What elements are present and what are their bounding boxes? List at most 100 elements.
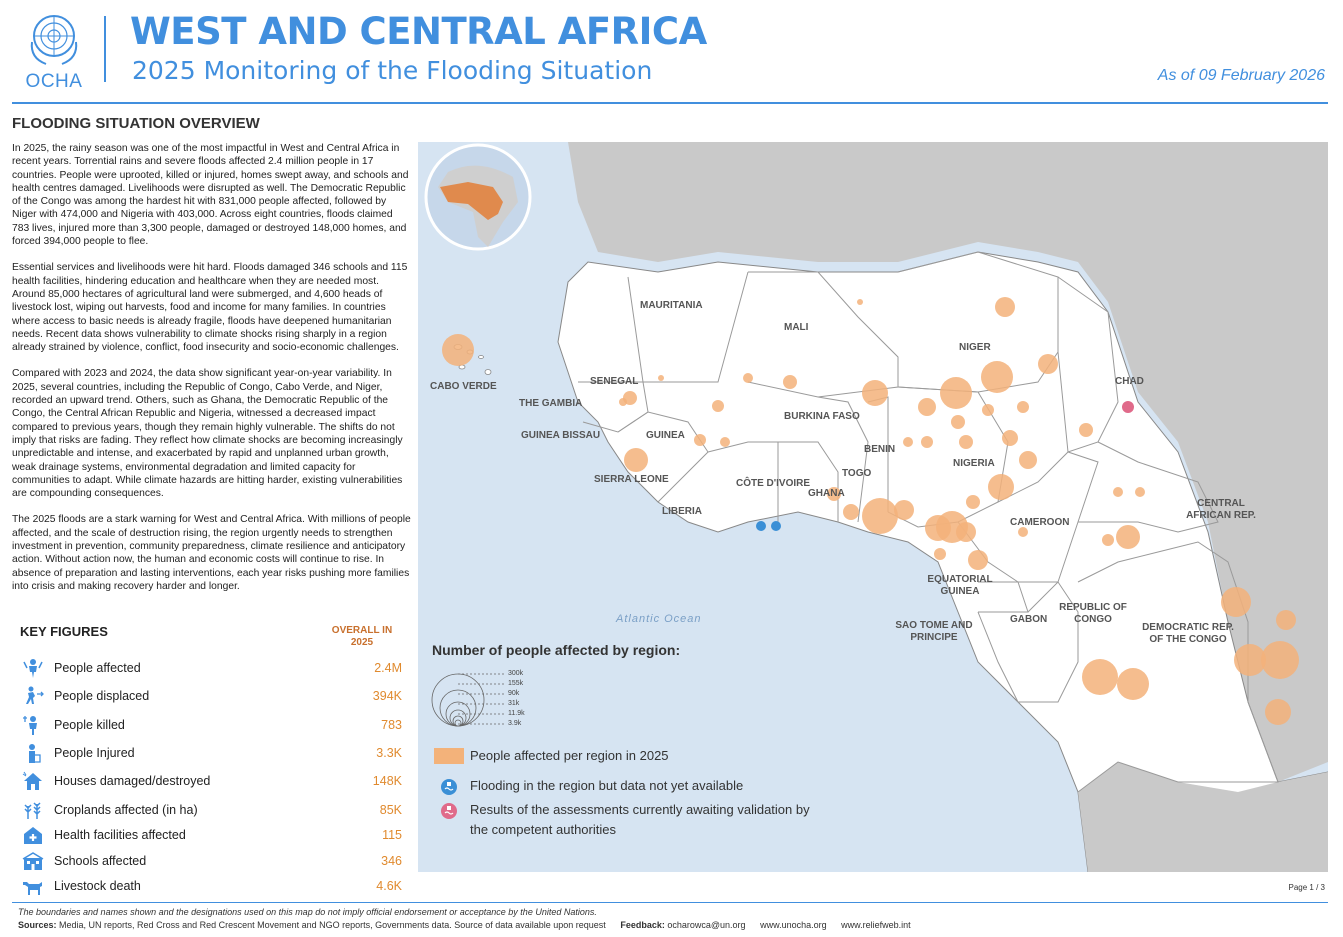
affected-bubble[interactable] [894, 500, 914, 520]
country-label: THE GAMBIA [519, 398, 583, 409]
affected-bubble[interactable] [966, 495, 980, 509]
country-label: GUINEA [646, 430, 685, 441]
affected-bubble[interactable] [995, 297, 1015, 317]
legend-label: Flooding in the region but data not yet … [470, 778, 744, 793]
affected-bubble[interactable] [921, 436, 933, 448]
affected-bubble[interactable] [1135, 487, 1145, 497]
affected-bubble[interactable] [442, 334, 474, 366]
feedback-email-link[interactable]: ocharowca@un.org [667, 920, 746, 930]
affected-bubble[interactable] [1116, 525, 1140, 549]
reliefweb-link[interactable]: www.reliefweb.int [841, 920, 911, 930]
size-legend-value: 3.9k [508, 720, 522, 727]
affected-bubble[interactable] [1017, 401, 1029, 413]
feedback-label: Feedback: [620, 920, 665, 930]
key-figure-label: People displaced [54, 689, 150, 703]
overview-paragraph: Compared with 2023 and 2024, the data sh… [12, 368, 403, 500]
affected-bubble[interactable] [1082, 659, 1118, 695]
sources-label: Sources: [18, 920, 57, 930]
affected-bubble[interactable] [694, 434, 706, 446]
ocean-label: Atlantic Ocean [616, 613, 702, 625]
bubble-swatch [434, 748, 464, 764]
affected-bubble[interactable] [1117, 668, 1149, 700]
affected-bubble[interactable] [827, 487, 841, 501]
affected-bubble[interactable] [843, 504, 859, 520]
affected-bubble[interactable] [624, 448, 648, 472]
size-legend-value: 31k [508, 700, 520, 707]
key-figure-value: 4.6K [376, 879, 402, 893]
affected-bubble[interactable] [940, 377, 972, 409]
affected-bubble[interactable] [1018, 527, 1028, 537]
affected-bubble[interactable] [982, 404, 994, 416]
key-figure-value: 783 [381, 718, 402, 732]
key-figure-value: 148K [372, 774, 402, 788]
unocha-link[interactable]: www.unocha.org [760, 920, 827, 930]
affected-bubble[interactable] [1265, 699, 1291, 725]
affected-bubble[interactable] [658, 375, 664, 381]
key-figure-value: 394K [372, 689, 402, 703]
affected-bubble[interactable] [1221, 587, 1251, 617]
sources-line: Sources: Media, UN reports, Red Cross an… [18, 920, 923, 930]
affected-bubble[interactable] [903, 437, 913, 447]
footer-rule [12, 902, 1328, 903]
affected-bubble[interactable] [1276, 610, 1296, 630]
affected-bubble[interactable] [1113, 487, 1123, 497]
affected-bubble[interactable] [619, 398, 627, 406]
disclaimer: The boundaries and names shown and the d… [18, 907, 597, 917]
affected-bubble[interactable] [712, 400, 724, 412]
affected-bubble[interactable] [918, 398, 936, 416]
affected-bubble[interactable] [1038, 354, 1058, 374]
country-label: EQUATORIAL GUINEA [927, 574, 993, 597]
affected-bubble[interactable] [968, 550, 988, 570]
key-figure-row: People displaced 394K [12, 684, 412, 708]
flood-map[interactable]: MAURITANIA MALI NIGER CHAD SENEGAL THE G… [418, 142, 1328, 872]
no-data-marker[interactable] [756, 521, 781, 531]
affected-bubble[interactable] [981, 361, 1013, 393]
cropland-icon [24, 802, 41, 819]
affected-bubble[interactable] [988, 474, 1014, 500]
country-label: NIGERIA [953, 458, 995, 469]
size-legend-value: 300k [508, 670, 524, 677]
map-legend: Number of people affected by region: 300… [430, 642, 850, 852]
affected-bubble[interactable] [934, 548, 946, 560]
people-killed-icon [23, 716, 37, 735]
key-figure-row: People Injured 3.3K [12, 741, 412, 765]
affected-bubble[interactable] [743, 373, 753, 383]
affected-bubble[interactable] [783, 375, 797, 389]
country-label: MALI [784, 322, 809, 333]
affected-bubble[interactable] [959, 435, 973, 449]
affected-bubble[interactable] [956, 522, 976, 542]
affected-bubble[interactable] [1019, 451, 1037, 469]
overview-paragraph: The 2025 floods are a stark warning for … [12, 514, 411, 592]
logo-text: OCHA [25, 71, 83, 92]
key-figure-label: Houses damaged/destroyed [54, 774, 211, 788]
page-number[interactable]: Page 1 / 3 [1288, 883, 1325, 892]
affected-bubble[interactable] [857, 299, 863, 305]
country-label: SAO TOME AND PRINCIPE [895, 620, 973, 643]
country-label: CÔTE D'IVOIRE [736, 478, 811, 489]
country-label: LIBERIA [662, 506, 702, 517]
country-label: SENEGAL [590, 376, 639, 387]
country-label: NIGER [959, 342, 991, 353]
ocha-logo[interactable]: OCHA [14, 8, 94, 92]
affected-bubble[interactable] [862, 380, 888, 406]
flood-awaiting-icon [441, 803, 457, 819]
footer: The boundaries and names shown and the d… [0, 900, 1343, 937]
overview-text: In 2025, the rainy season was one of the… [12, 142, 412, 606]
affected-bubble[interactable] [720, 437, 730, 447]
affected-bubble[interactable] [1079, 423, 1093, 437]
affected-bubble[interactable] [1002, 430, 1018, 446]
legend-label: People affected per region in 2025 [470, 748, 669, 763]
affected-bubble[interactable] [951, 415, 965, 429]
key-figure-row: Livestock death 4.6K [12, 874, 412, 898]
awaiting-validation-marker[interactable] [1122, 401, 1134, 413]
affected-bubble[interactable] [862, 498, 898, 534]
affected-bubble[interactable] [1261, 641, 1299, 679]
country-label: BURKINA FASO [784, 411, 860, 422]
flood-no-data-icon [441, 779, 457, 795]
affected-bubble[interactable] [1102, 534, 1114, 546]
size-legend-value: 155k [508, 680, 524, 687]
health-facility-icon [24, 827, 42, 844]
country-label: MAURITANIA [640, 300, 703, 311]
key-figure-label: Livestock death [54, 879, 141, 893]
affected-bubble[interactable] [1234, 644, 1266, 676]
